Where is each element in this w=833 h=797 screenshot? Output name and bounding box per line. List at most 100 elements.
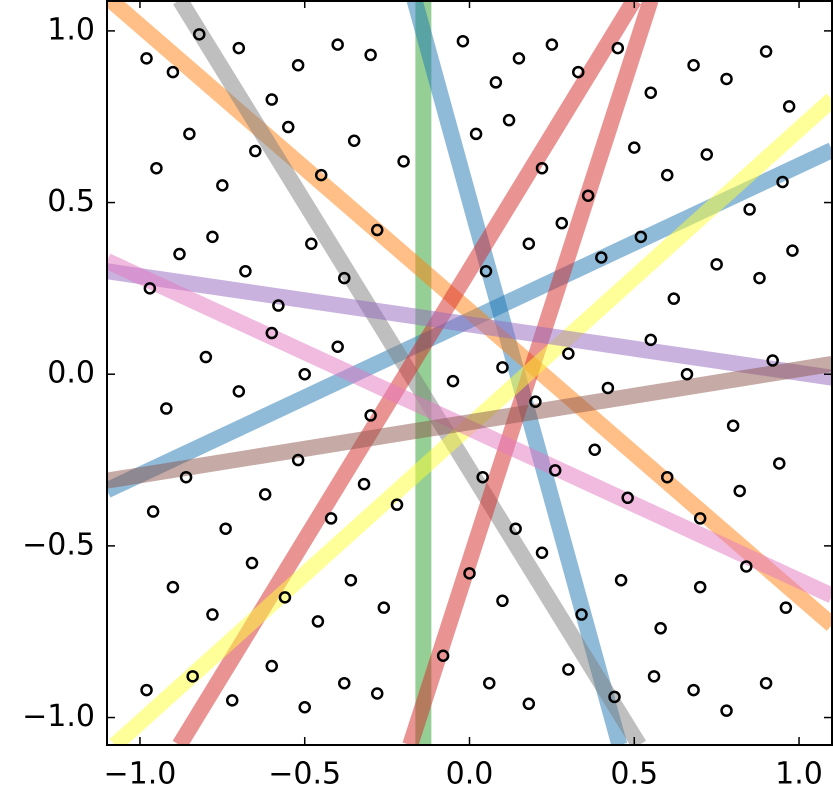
point: [740, 560, 753, 573]
point: [436, 649, 450, 662]
point: [476, 470, 489, 484]
point: [186, 670, 199, 683]
point: [680, 367, 694, 381]
point: [687, 683, 700, 697]
plot-frame: [106, 0, 833, 746]
point: [575, 608, 588, 621]
fit-line: [107, 0, 832, 631]
point: [733, 484, 746, 498]
point: [324, 512, 338, 525]
point: [282, 120, 295, 134]
point: [634, 230, 648, 244]
point: [166, 580, 180, 594]
point: [720, 704, 733, 717]
point: [160, 402, 173, 415]
point: [463, 567, 476, 580]
point: [621, 491, 634, 505]
point: [456, 34, 470, 48]
point: [555, 216, 569, 230]
point: [512, 52, 526, 65]
y-tick-label: −1.0: [22, 699, 95, 734]
point: [667, 292, 681, 305]
point: [265, 93, 279, 106]
point: [479, 264, 493, 278]
point: [225, 694, 239, 707]
point: [522, 237, 536, 251]
x-tick-label: 0.0: [446, 757, 494, 792]
point: [206, 230, 219, 244]
point: [660, 470, 674, 484]
y-tick-label: 1.0: [47, 12, 95, 47]
point: [545, 38, 559, 51]
point: [278, 591, 292, 604]
point: [753, 271, 766, 285]
point: [588, 443, 601, 456]
point: [446, 374, 460, 388]
point: [298, 367, 311, 381]
x-tick-label: 1.0: [775, 757, 823, 792]
point: [331, 38, 344, 51]
point: [496, 361, 509, 374]
point: [766, 354, 779, 367]
point: [572, 65, 585, 79]
point: [608, 690, 621, 704]
point: [601, 381, 615, 395]
point: [660, 168, 674, 182]
point: [239, 264, 252, 278]
point: [759, 676, 773, 690]
point: [614, 573, 628, 587]
point: [357, 477, 371, 491]
y-tick-label: 0.0: [47, 356, 95, 391]
point: [522, 697, 536, 711]
point: [779, 601, 793, 614]
point: [314, 168, 328, 182]
point: [644, 86, 657, 99]
point: [146, 505, 160, 518]
point: [265, 326, 279, 340]
point: [219, 522, 232, 535]
point: [193, 28, 206, 41]
point: [529, 395, 542, 408]
point: [216, 179, 229, 192]
point: [150, 161, 163, 175]
point: [397, 155, 410, 168]
point: [173, 247, 186, 261]
point: [140, 52, 153, 65]
point: [364, 409, 377, 422]
y-tick-label: −0.5: [22, 527, 95, 562]
point: [562, 663, 575, 676]
point: [726, 419, 740, 432]
point: [370, 223, 384, 237]
point: [199, 350, 213, 364]
point: [344, 573, 358, 587]
point: [773, 457, 786, 470]
point: [628, 141, 641, 154]
point: [143, 282, 157, 295]
point: [759, 45, 773, 58]
point: [743, 203, 756, 216]
point: [710, 258, 723, 271]
point: [291, 453, 305, 467]
point: [496, 594, 509, 608]
point: [390, 498, 404, 511]
point: [249, 144, 262, 158]
point: [548, 464, 562, 477]
point: [265, 659, 279, 673]
point: [311, 615, 325, 628]
lines-layer: [107, 0, 832, 745]
fit-line: [107, 356, 832, 489]
point: [232, 41, 246, 55]
point: [776, 175, 789, 189]
point: [786, 244, 799, 257]
point: [206, 608, 219, 621]
point: [347, 134, 361, 148]
x-tick-label: 0.5: [610, 757, 658, 792]
point: [611, 41, 625, 55]
point: [700, 148, 714, 161]
point: [272, 299, 285, 312]
point: [305, 237, 318, 251]
point: [338, 271, 351, 285]
point: [562, 347, 575, 360]
y-tick-label: 0.5: [47, 184, 95, 219]
